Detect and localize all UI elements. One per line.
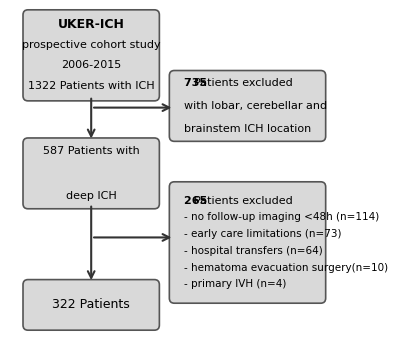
FancyBboxPatch shape [169, 70, 326, 141]
Text: UKER-ICH: UKER-ICH [58, 18, 125, 32]
FancyBboxPatch shape [23, 138, 159, 209]
Text: deep ICH: deep ICH [66, 191, 116, 201]
Text: brainstem ICH location: brainstem ICH location [184, 124, 312, 134]
Text: Patients excluded: Patients excluded [194, 196, 292, 206]
FancyBboxPatch shape [23, 10, 159, 101]
Text: 265: 265 [184, 196, 212, 206]
Text: - early care limitations (n=73): - early care limitations (n=73) [184, 229, 342, 239]
Text: - hematoma evacuation surgery(n=10): - hematoma evacuation surgery(n=10) [184, 262, 388, 273]
Text: 587 Patients with: 587 Patients with [43, 146, 140, 156]
FancyBboxPatch shape [23, 279, 159, 330]
Text: - hospital transfers (n=64): - hospital transfers (n=64) [184, 246, 323, 256]
Text: 2006-2015: 2006-2015 [61, 61, 121, 70]
Text: 1322 Patients with ICH: 1322 Patients with ICH [28, 81, 154, 91]
Text: Patients excluded: Patients excluded [194, 78, 292, 88]
FancyBboxPatch shape [169, 182, 326, 303]
Text: - primary IVH (n=4): - primary IVH (n=4) [184, 279, 287, 289]
Text: with lobar, cerebellar and: with lobar, cerebellar and [184, 101, 328, 111]
Text: 735: 735 [184, 78, 211, 88]
Text: - no follow-up imaging <48h (n=114): - no follow-up imaging <48h (n=114) [184, 212, 380, 222]
Text: prospective cohort study: prospective cohort study [22, 40, 160, 50]
Text: 322 Patients: 322 Patients [52, 299, 130, 311]
